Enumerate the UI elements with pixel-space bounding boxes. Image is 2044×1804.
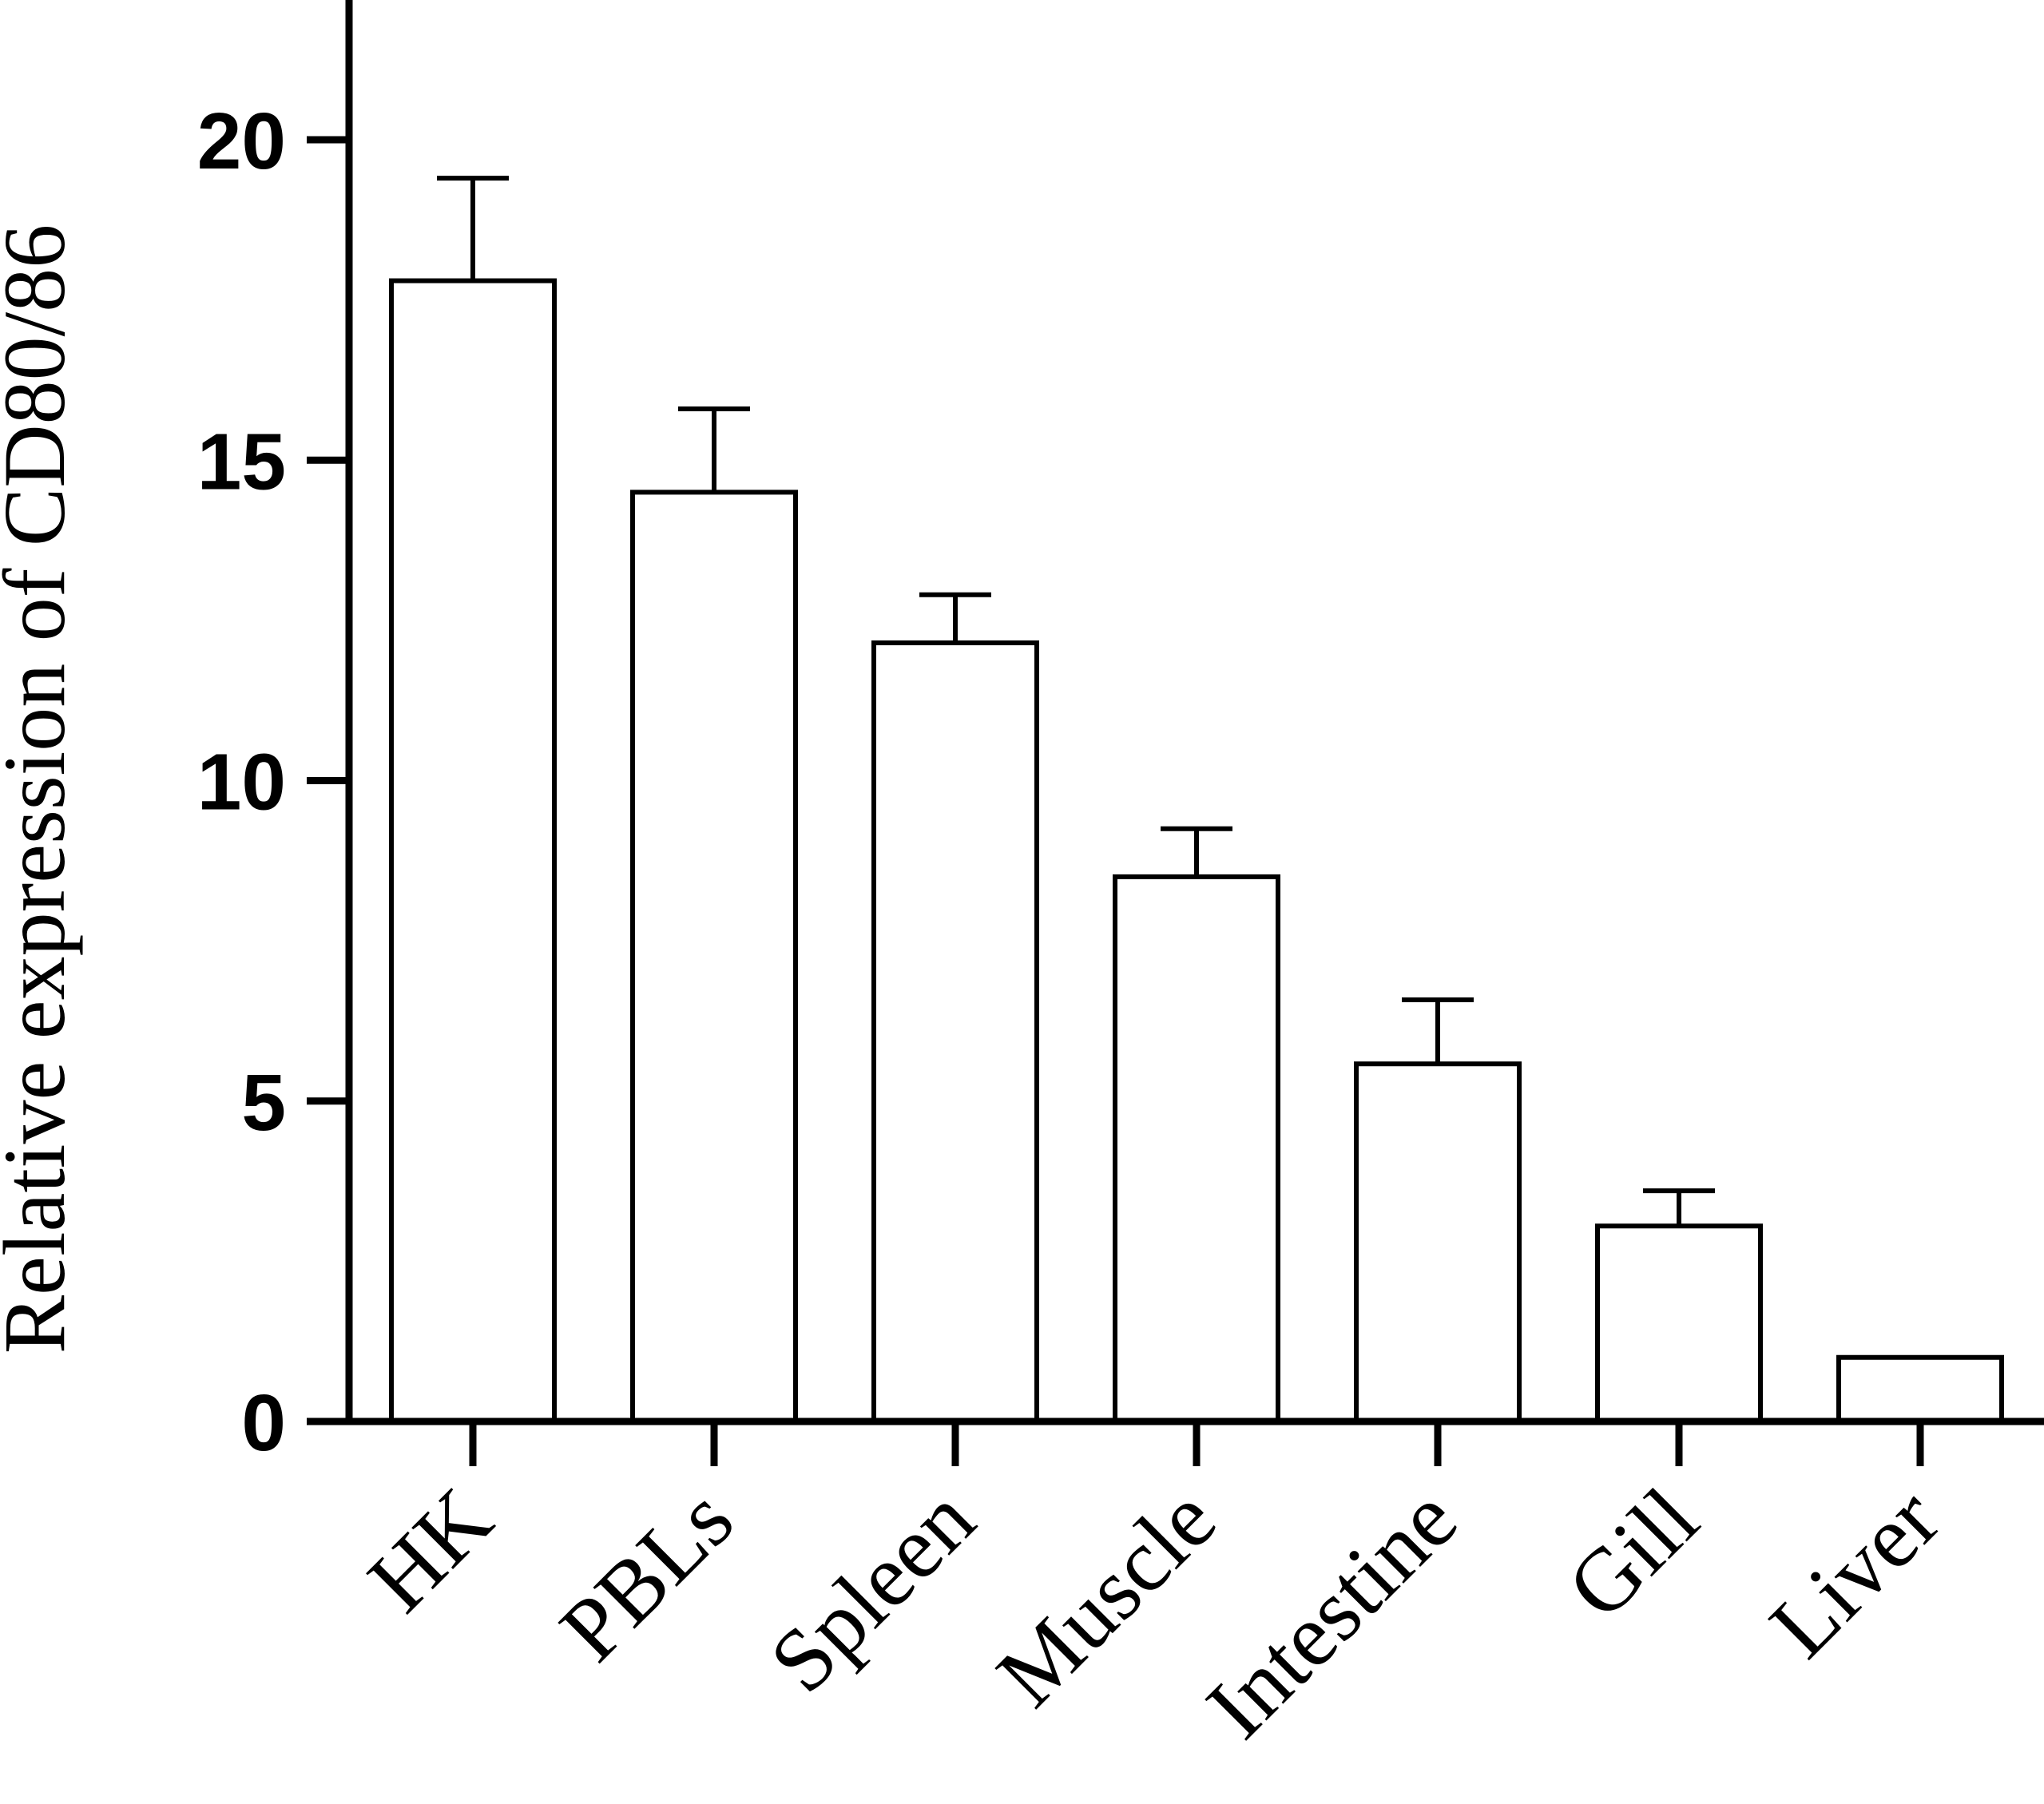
y-tick-label-20: 20 <box>197 97 286 186</box>
y-axis-title: Relative expression of CD80/86 <box>0 224 83 1354</box>
bar-intestine <box>1354 1061 1522 1424</box>
y-tick-label-5: 5 <box>241 1058 286 1148</box>
bar-hk <box>389 278 557 1424</box>
y-tick-label-10: 10 <box>197 738 286 827</box>
error-bars-layer <box>437 176 1715 1227</box>
x-tick-label-gill: Gill <box>1549 1469 1717 1638</box>
bar-liver <box>1836 1354 2004 1424</box>
y-ticks-layer: 0 5 10 15 20 <box>197 97 349 1468</box>
bar-muscle <box>1113 874 1280 1424</box>
y-tick-label-15: 15 <box>197 417 286 506</box>
y-tick-label-0: 0 <box>241 1378 286 1468</box>
bar-spleen <box>871 640 1039 1424</box>
x-tick-label-hk: HK <box>350 1469 511 1631</box>
x-tick-label-spleen: Spleen <box>751 1469 993 1711</box>
x-tick-label-liver: Liver <box>1751 1469 1958 1676</box>
x-tick-label-intestine: Intestine <box>1188 1469 1475 1757</box>
x-tick-label-pbls: PBLs <box>542 1469 752 1680</box>
bar-pbls <box>630 490 798 1424</box>
bar-gill <box>1595 1223 1763 1425</box>
